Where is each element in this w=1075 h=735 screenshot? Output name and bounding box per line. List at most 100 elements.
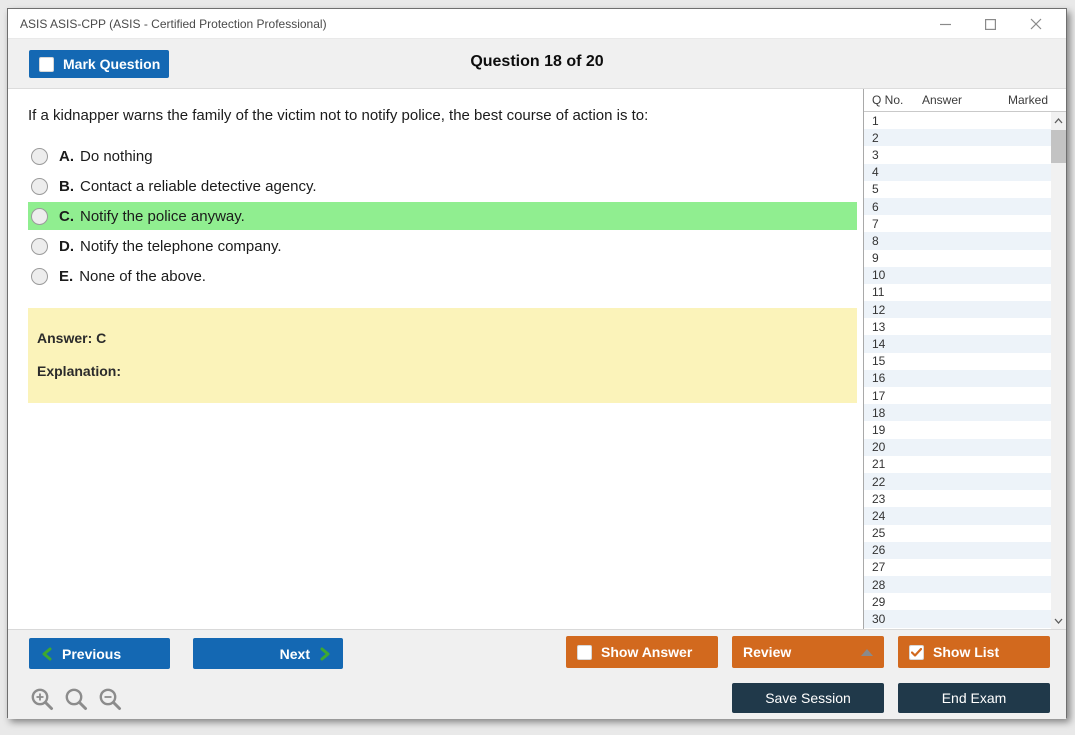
- table-row[interactable]: 22: [864, 472, 1051, 491]
- radio-icon[interactable]: [31, 177, 48, 195]
- cell-qno: 13: [872, 319, 886, 334]
- cell-qno: 2: [872, 130, 879, 145]
- table-row[interactable]: 3: [864, 146, 1051, 164]
- previous-button[interactable]: Previous: [29, 638, 170, 669]
- option-letter: D.: [59, 237, 74, 255]
- table-row[interactable]: 28: [864, 576, 1051, 594]
- title-bar: ASIS ASIS-CPP (ASIS - Certified Protecti…: [8, 9, 1066, 39]
- scrollbar-thumb[interactable]: [1051, 130, 1066, 163]
- cell-qno: 22: [872, 474, 886, 489]
- table-row[interactable]: 18: [864, 404, 1051, 422]
- table-row[interactable]: 10: [864, 266, 1051, 284]
- table-row[interactable]: 11: [864, 283, 1051, 302]
- table-row[interactable]: 13: [864, 318, 1051, 336]
- question-list-container: 1 2 3 4 5 6 7 8 9 10 11 12 13 14 15 16 17 18 19 20 21 22 23 24 2…: [864, 112, 1066, 629]
- cell-qno: 15: [872, 354, 886, 369]
- option-a[interactable]: A. Do nothing: [28, 142, 857, 170]
- radio-icon[interactable]: [31, 147, 48, 165]
- answer-label: Answer: C: [37, 330, 107, 346]
- table-row[interactable]: 12: [864, 301, 1051, 319]
- save-session-button[interactable]: Save Session: [732, 683, 884, 713]
- main-area: If a kidnapper warns the family of the v…: [8, 89, 1066, 629]
- table-row[interactable]: 26: [864, 541, 1051, 559]
- next-button[interactable]: Next: [193, 638, 343, 669]
- table-row[interactable]: 15: [864, 352, 1051, 370]
- chevron-down-icon: [1054, 618, 1063, 624]
- table-row[interactable]: 19: [864, 421, 1051, 439]
- table-row[interactable]: 6: [864, 197, 1051, 216]
- mark-question-button[interactable]: Mark Question: [29, 50, 169, 78]
- cell-qno: 24: [872, 508, 886, 523]
- cell-qno: 23: [872, 491, 886, 506]
- table-row[interactable]: 1: [864, 112, 1051, 130]
- cell-qno: 5: [872, 182, 879, 197]
- option-letter: C.: [59, 207, 74, 225]
- option-letter: E.: [59, 267, 74, 285]
- cell-qno: 21: [872, 457, 886, 472]
- mark-question-label: Mark Question: [63, 56, 161, 72]
- table-row[interactable]: 25: [864, 524, 1051, 542]
- show-answer-button[interactable]: Show Answer: [566, 636, 718, 668]
- table-row[interactable]: 29: [864, 593, 1051, 611]
- column-header-marked: Marked: [1008, 93, 1049, 107]
- close-button[interactable]: [1013, 9, 1058, 39]
- cell-qno: 30: [872, 612, 886, 627]
- table-row[interactable]: 4: [864, 163, 1051, 181]
- scroll-down-button[interactable]: [1051, 613, 1066, 628]
- show-answer-label: Show Answer: [601, 644, 693, 660]
- scroll-up-button[interactable]: [1051, 113, 1066, 128]
- maximize-icon: [985, 18, 996, 30]
- show-list-label: Show List: [933, 644, 1000, 660]
- zoom-in-button[interactable]: [30, 687, 55, 712]
- list-scrollbar[interactable]: [1051, 112, 1066, 629]
- option-d[interactable]: D. Notify the telephone company.: [28, 232, 857, 260]
- zoom-reset-button[interactable]: [64, 687, 89, 712]
- table-row[interactable]: 23: [864, 490, 1051, 508]
- cell-qno: 28: [872, 577, 886, 592]
- zoom-out-button[interactable]: [98, 687, 123, 712]
- cell-qno: 20: [872, 440, 886, 455]
- review-dropdown-button[interactable]: Review: [732, 636, 884, 668]
- minimize-button[interactable]: [923, 9, 968, 39]
- window-title: ASIS ASIS-CPP (ASIS - Certified Protecti…: [20, 17, 327, 31]
- table-row[interactable]: 24: [864, 507, 1051, 525]
- cell-qno: 4: [872, 165, 879, 180]
- cell-qno: 29: [872, 594, 886, 609]
- explanation-label: Explanation:: [37, 363, 122, 379]
- radio-icon[interactable]: [31, 267, 48, 285]
- table-row[interactable]: 2: [864, 129, 1051, 147]
- column-header-answer: Answer: [922, 93, 963, 107]
- show-list-button[interactable]: Show List: [898, 636, 1050, 668]
- table-row[interactable]: 17: [864, 387, 1051, 405]
- chevron-right-icon: [320, 647, 330, 660]
- option-text: Notify the telephone company.: [80, 237, 282, 255]
- table-row[interactable]: 30: [864, 610, 1051, 628]
- show-list-checkbox-checked-icon: [909, 644, 924, 660]
- radio-icon[interactable]: [31, 207, 48, 225]
- option-b[interactable]: B. Contact a reliable detective agency.: [28, 172, 857, 200]
- chevron-up-icon: [1054, 117, 1063, 123]
- table-row[interactable]: 5: [864, 180, 1051, 198]
- option-letter: A.: [59, 147, 74, 165]
- radio-icon[interactable]: [31, 237, 48, 255]
- question-list-header: Q No. Answer Marked: [864, 89, 1066, 112]
- table-row[interactable]: 8: [864, 232, 1051, 250]
- table-row[interactable]: 14: [864, 335, 1051, 353]
- table-row[interactable]: 9: [864, 249, 1051, 267]
- table-row[interactable]: 20: [864, 438, 1051, 456]
- option-e[interactable]: E. None of the above.: [28, 262, 857, 290]
- option-text: None of the above.: [79, 267, 206, 285]
- zoom-tools: [30, 687, 123, 712]
- end-exam-button[interactable]: End Exam: [898, 683, 1050, 713]
- option-letter: B.: [59, 177, 74, 195]
- table-row[interactable]: 21: [864, 455, 1051, 473]
- maximize-button[interactable]: [968, 9, 1013, 39]
- table-row[interactable]: 27: [864, 558, 1051, 577]
- cell-qno: 16: [872, 371, 886, 386]
- option-c[interactable]: C. Notify the police anyway.: [28, 202, 857, 230]
- table-row[interactable]: 16: [864, 369, 1051, 387]
- answer-box: Answer: C Explanation:: [28, 308, 857, 403]
- zoom-out-icon: [99, 688, 121, 710]
- previous-label: Previous: [62, 645, 122, 662]
- table-row[interactable]: 7: [864, 215, 1051, 233]
